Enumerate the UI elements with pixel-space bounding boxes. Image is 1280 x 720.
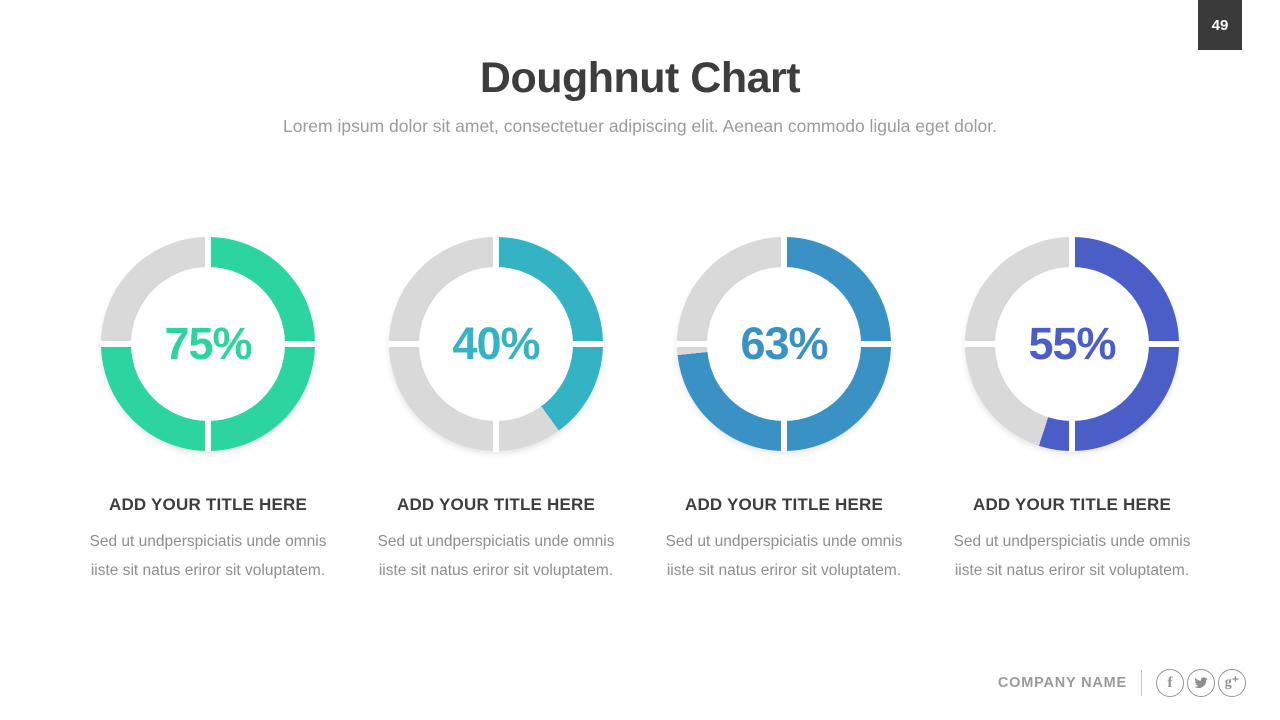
card-description: Sed ut undperspiciatis unde omnis iiste … (665, 533, 903, 579)
card-title: ADD YOUR TITLE HERE (108, 495, 308, 514)
google-plus-icon: g⁺ (1224, 675, 1240, 690)
twitter-icon (1194, 677, 1208, 689)
doughnut-card-3: 63% ADD YOUR TITLE HERE Sed ut undperspi… (640, 236, 928, 585)
doughnut-hole: 40% (419, 267, 573, 421)
doughnut-hole: 75% (131, 267, 285, 421)
charts-row: 75% ADD YOUR TITLE HERE Sed ut undperspi… (64, 236, 1216, 585)
doughnut-chart-3: 63% (676, 236, 892, 452)
header: Doughnut Chart Lorem ipsum dolor sit ame… (0, 54, 1280, 137)
doughnut-chart-4: 55% (964, 236, 1180, 452)
footer-divider (1141, 670, 1142, 696)
doughnut-chart-2: 40% (388, 236, 604, 452)
card-description: Sed ut undperspiciatis unde omnis iiste … (377, 533, 615, 579)
card-title: ADD YOUR TITLE HERE (972, 495, 1172, 514)
doughnut-chart-1: 75% (100, 236, 316, 452)
social-links: f g⁺ (1156, 669, 1246, 697)
doughnut-card-4: 55% ADD YOUR TITLE HERE Sed ut undperspi… (928, 236, 1216, 585)
google-plus-button[interactable]: g⁺ (1218, 669, 1246, 697)
percent-label: 75% (164, 318, 252, 369)
facebook-icon: f (1167, 674, 1173, 691)
card-title: ADD YOUR TITLE HERE (684, 495, 884, 514)
percent-label: 63% (740, 318, 828, 369)
percent-label: 40% (452, 318, 540, 369)
twitter-button[interactable] (1187, 669, 1215, 697)
card-description: Sed ut undperspiciatis unde omnis iiste … (89, 533, 327, 579)
page-subtitle: Lorem ipsum dolor sit amet, consectetuer… (282, 116, 997, 136)
percent-label: 55% (1028, 318, 1116, 369)
footer: COMPANY NAME f g⁺ (998, 669, 1246, 697)
card-title: ADD YOUR TITLE HERE (396, 495, 596, 514)
page-number-badge: 49 (1198, 0, 1242, 50)
doughnut-card-2: 40% ADD YOUR TITLE HERE Sed ut undperspi… (352, 236, 640, 585)
doughnut-hole: 63% (707, 267, 861, 421)
page-title: Doughnut Chart (479, 54, 801, 102)
facebook-button[interactable]: f (1156, 669, 1184, 697)
doughnut-card-1: 75% ADD YOUR TITLE HERE Sed ut undperspi… (64, 236, 352, 585)
doughnut-hole: 55% (995, 267, 1149, 421)
company-name: COMPANY NAME (997, 675, 1127, 691)
card-description: Sed ut undperspiciatis unde omnis iiste … (953, 533, 1191, 579)
